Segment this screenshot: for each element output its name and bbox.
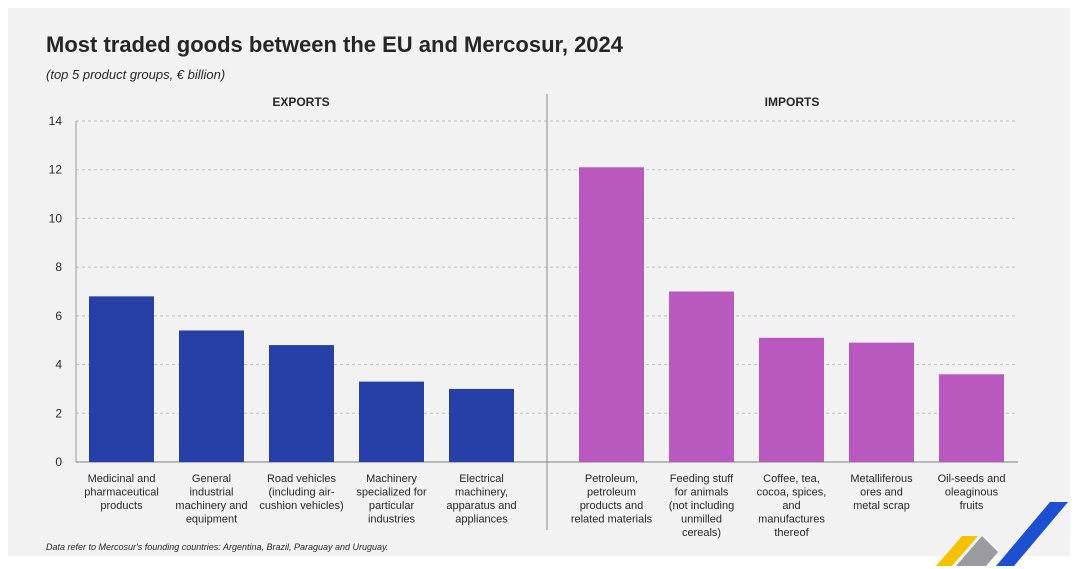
y-tick-label: 2: [55, 406, 62, 420]
eurostat-logo: [936, 502, 1068, 566]
x-tick-label: Feeding stuff for animals (not including un…: [669, 473, 734, 539]
y-tick-label: 4: [55, 358, 62, 372]
y-tick-label: 14: [49, 114, 63, 128]
bar-imports[interactable]: [939, 374, 1004, 462]
y-tick-label: 6: [55, 309, 62, 323]
bar-exports[interactable]: [449, 388, 514, 462]
panel-title-imports: IMPORTS: [765, 95, 820, 109]
bar-imports[interactable]: [579, 167, 644, 462]
y-tick-label: 10: [49, 211, 63, 225]
bar-imports[interactable]: [849, 342, 914, 462]
bar-exports[interactable]: [89, 296, 154, 462]
y-tick-label: 8: [55, 260, 62, 274]
logo-grey-stripe: [956, 536, 998, 566]
bar-exports[interactable]: [179, 330, 244, 462]
x-tick-label: Road vehicles (including air-cushion vehi…: [259, 473, 343, 512]
chart-footnote: Data refer to Mercosur's founding countr…: [46, 542, 388, 552]
logo-yellow-stripe: [936, 536, 978, 566]
y-tick-label: 0: [55, 455, 62, 469]
x-tick-label: Petroleum, petroleum products and related m…: [571, 473, 653, 526]
x-tick-label: Coffee, tea, cocoa, spices, and manufacture…: [757, 473, 827, 539]
bar-exports[interactable]: [359, 381, 424, 462]
x-tick-label: Electrical machinery, apparatus and applian…: [446, 473, 516, 526]
bar-exports[interactable]: [269, 345, 334, 462]
x-tick-label: General industrial machinery and equipment: [175, 473, 247, 526]
bar-imports[interactable]: [759, 337, 824, 462]
plot-area: 0 2 4 6 8 10 12 14 EXPORTS Medicinal and pharmaceu…: [49, 94, 1018, 539]
x-tick-label: Metalliferous ores and metal scrap: [850, 473, 913, 512]
logo-blue-stripe: [996, 502, 1068, 566]
chart-title: Most traded goods between the EU and Mer…: [46, 32, 624, 57]
x-tick-label: Machinery specialized for particular indust…: [356, 473, 427, 526]
y-tick-label: 12: [49, 163, 63, 177]
chart-background: [8, 8, 1070, 556]
bar-imports[interactable]: [669, 291, 734, 463]
x-tick-label: Medicinal and pharmaceutical products: [84, 473, 159, 512]
panel-title-exports: EXPORTS: [272, 95, 329, 109]
x-tick-label: Oil-seeds and oleaginous fruits: [938, 473, 1006, 512]
chart-subtitle: (top 5 product groups, € billion): [46, 67, 225, 82]
